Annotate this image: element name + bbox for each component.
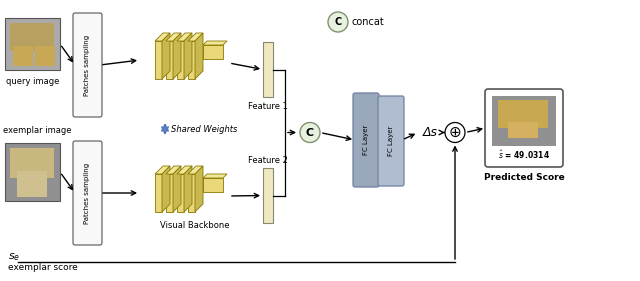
Circle shape: [445, 123, 465, 142]
Text: Patches sampling: Patches sampling: [84, 162, 90, 224]
Bar: [177, 41, 184, 79]
FancyBboxPatch shape: [73, 13, 102, 117]
Polygon shape: [184, 33, 192, 79]
Text: FC Layer: FC Layer: [388, 126, 394, 156]
FancyBboxPatch shape: [73, 141, 102, 245]
Polygon shape: [195, 33, 203, 79]
Text: query image: query image: [6, 77, 59, 86]
Text: Visual Backbone: Visual Backbone: [160, 221, 230, 230]
Text: $\hat{s}$ = 49.0314: $\hat{s}$ = 49.0314: [498, 149, 550, 161]
Polygon shape: [188, 166, 203, 174]
Polygon shape: [188, 33, 203, 41]
Polygon shape: [166, 33, 181, 41]
Text: exemplar image: exemplar image: [3, 126, 72, 135]
Bar: [492, 96, 556, 146]
Bar: [188, 174, 195, 212]
Bar: [166, 41, 173, 79]
FancyBboxPatch shape: [353, 93, 379, 187]
FancyBboxPatch shape: [378, 96, 404, 186]
Text: C: C: [334, 17, 342, 27]
Polygon shape: [203, 41, 227, 45]
Polygon shape: [195, 166, 203, 212]
Bar: [498, 100, 548, 128]
Polygon shape: [155, 166, 170, 174]
Polygon shape: [162, 166, 170, 212]
Bar: [166, 174, 173, 212]
Bar: [5, 18, 60, 70]
Bar: [508, 122, 538, 138]
Text: $s_e$: $s_e$: [8, 251, 20, 263]
Bar: [188, 41, 195, 79]
Text: FC Layer: FC Layer: [363, 125, 369, 155]
Polygon shape: [177, 166, 192, 174]
Bar: [10, 148, 54, 178]
Text: Patches sampling: Patches sampling: [84, 35, 90, 96]
Polygon shape: [173, 166, 181, 212]
Bar: [10, 23, 54, 51]
Text: Δs: Δs: [422, 126, 438, 139]
Text: Shared Weights: Shared Weights: [171, 124, 237, 133]
Text: Predicted Score: Predicted Score: [484, 173, 564, 182]
Polygon shape: [173, 33, 181, 79]
Polygon shape: [177, 33, 192, 41]
Polygon shape: [166, 166, 181, 174]
Bar: [203, 45, 223, 59]
Bar: [177, 174, 184, 212]
Bar: [17, 171, 47, 197]
Text: concat: concat: [352, 17, 385, 27]
Circle shape: [328, 12, 348, 32]
Polygon shape: [184, 166, 192, 212]
FancyBboxPatch shape: [485, 89, 563, 167]
Text: C: C: [306, 128, 314, 137]
Text: Feature 1: Feature 1: [248, 102, 288, 111]
Bar: [155, 41, 162, 79]
Bar: [263, 168, 273, 223]
Bar: [13, 46, 33, 66]
Text: exemplar score: exemplar score: [8, 262, 77, 271]
Bar: [203, 178, 223, 192]
Circle shape: [300, 123, 320, 142]
Text: Feature 2: Feature 2: [248, 156, 288, 165]
Bar: [35, 46, 55, 66]
Polygon shape: [162, 33, 170, 79]
Polygon shape: [203, 174, 227, 178]
Bar: [155, 174, 162, 212]
Text: ⊕: ⊕: [449, 125, 461, 140]
Polygon shape: [155, 33, 170, 41]
Bar: [5, 143, 60, 201]
Bar: [263, 42, 273, 97]
